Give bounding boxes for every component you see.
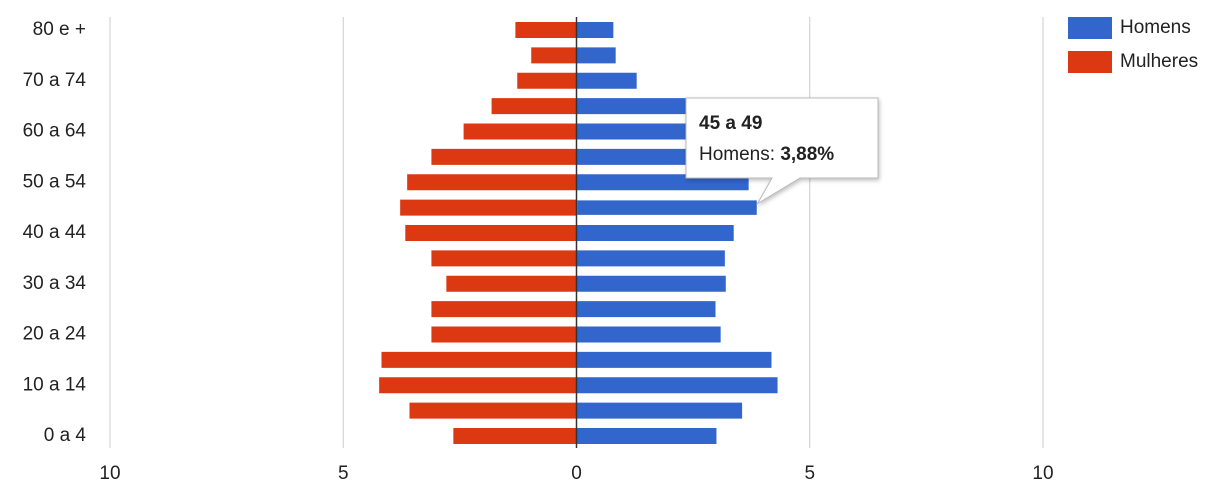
bar [446, 275, 577, 292]
bar [576, 98, 694, 115]
bar [576, 428, 717, 444]
bar [491, 98, 577, 115]
tooltip-label: Homens: [699, 144, 775, 165]
bar [576, 377, 778, 394]
y-tick-label: 80 e + [33, 19, 86, 40]
bar [515, 22, 577, 38]
bar [576, 225, 734, 241]
legend-label: Homens [1120, 17, 1191, 38]
bar [379, 377, 577, 394]
bar [576, 301, 716, 318]
bar [517, 72, 577, 89]
bar [576, 351, 772, 368]
bar [576, 22, 614, 38]
x-tick-label: 10 [99, 463, 120, 484]
bar [405, 225, 577, 241]
legend-swatch [1068, 51, 1112, 73]
bar [531, 47, 577, 64]
y-tick-label: 60 a 64 [23, 121, 87, 142]
y-tick-label: 70 a 74 [23, 70, 87, 91]
y-tick-label: 30 a 34 [23, 273, 87, 294]
y-tick-label: 20 a 24 [23, 324, 87, 345]
bar [431, 326, 577, 343]
y-tick-label: 10 a 14 [23, 374, 87, 395]
bar [381, 351, 577, 368]
bar [576, 275, 726, 292]
tooltip-value: 3,88% [780, 144, 834, 165]
x-tick-label: 10 [1032, 463, 1053, 484]
bar [407, 174, 577, 191]
tooltip-box [685, 97, 879, 206]
x-tick-label: 5 [804, 463, 815, 484]
x-tick-label: 5 [338, 463, 349, 484]
bar [576, 47, 616, 64]
bar [409, 402, 577, 419]
legend-swatch [1068, 17, 1112, 39]
bar [431, 301, 577, 318]
bar [400, 199, 577, 216]
tooltip-text: Homens: 3,88% [699, 144, 834, 165]
tooltip-title: 45 a 49 [699, 113, 762, 134]
bar [576, 123, 708, 140]
bar [431, 250, 577, 267]
y-tick-label: 50 a 54 [23, 171, 87, 192]
bar [431, 148, 577, 165]
bar [576, 250, 725, 267]
y-tick-label: 0 a 4 [44, 425, 87, 446]
bar [576, 402, 743, 419]
x-tick-label: 0 [571, 463, 582, 484]
legend-label: Mulheres [1120, 51, 1198, 72]
y-tick-label: 40 a 44 [23, 222, 87, 243]
bar [575, 198, 759, 217]
bar [576, 72, 637, 89]
bar [576, 326, 721, 343]
bar [463, 123, 577, 140]
bar [453, 428, 577, 444]
